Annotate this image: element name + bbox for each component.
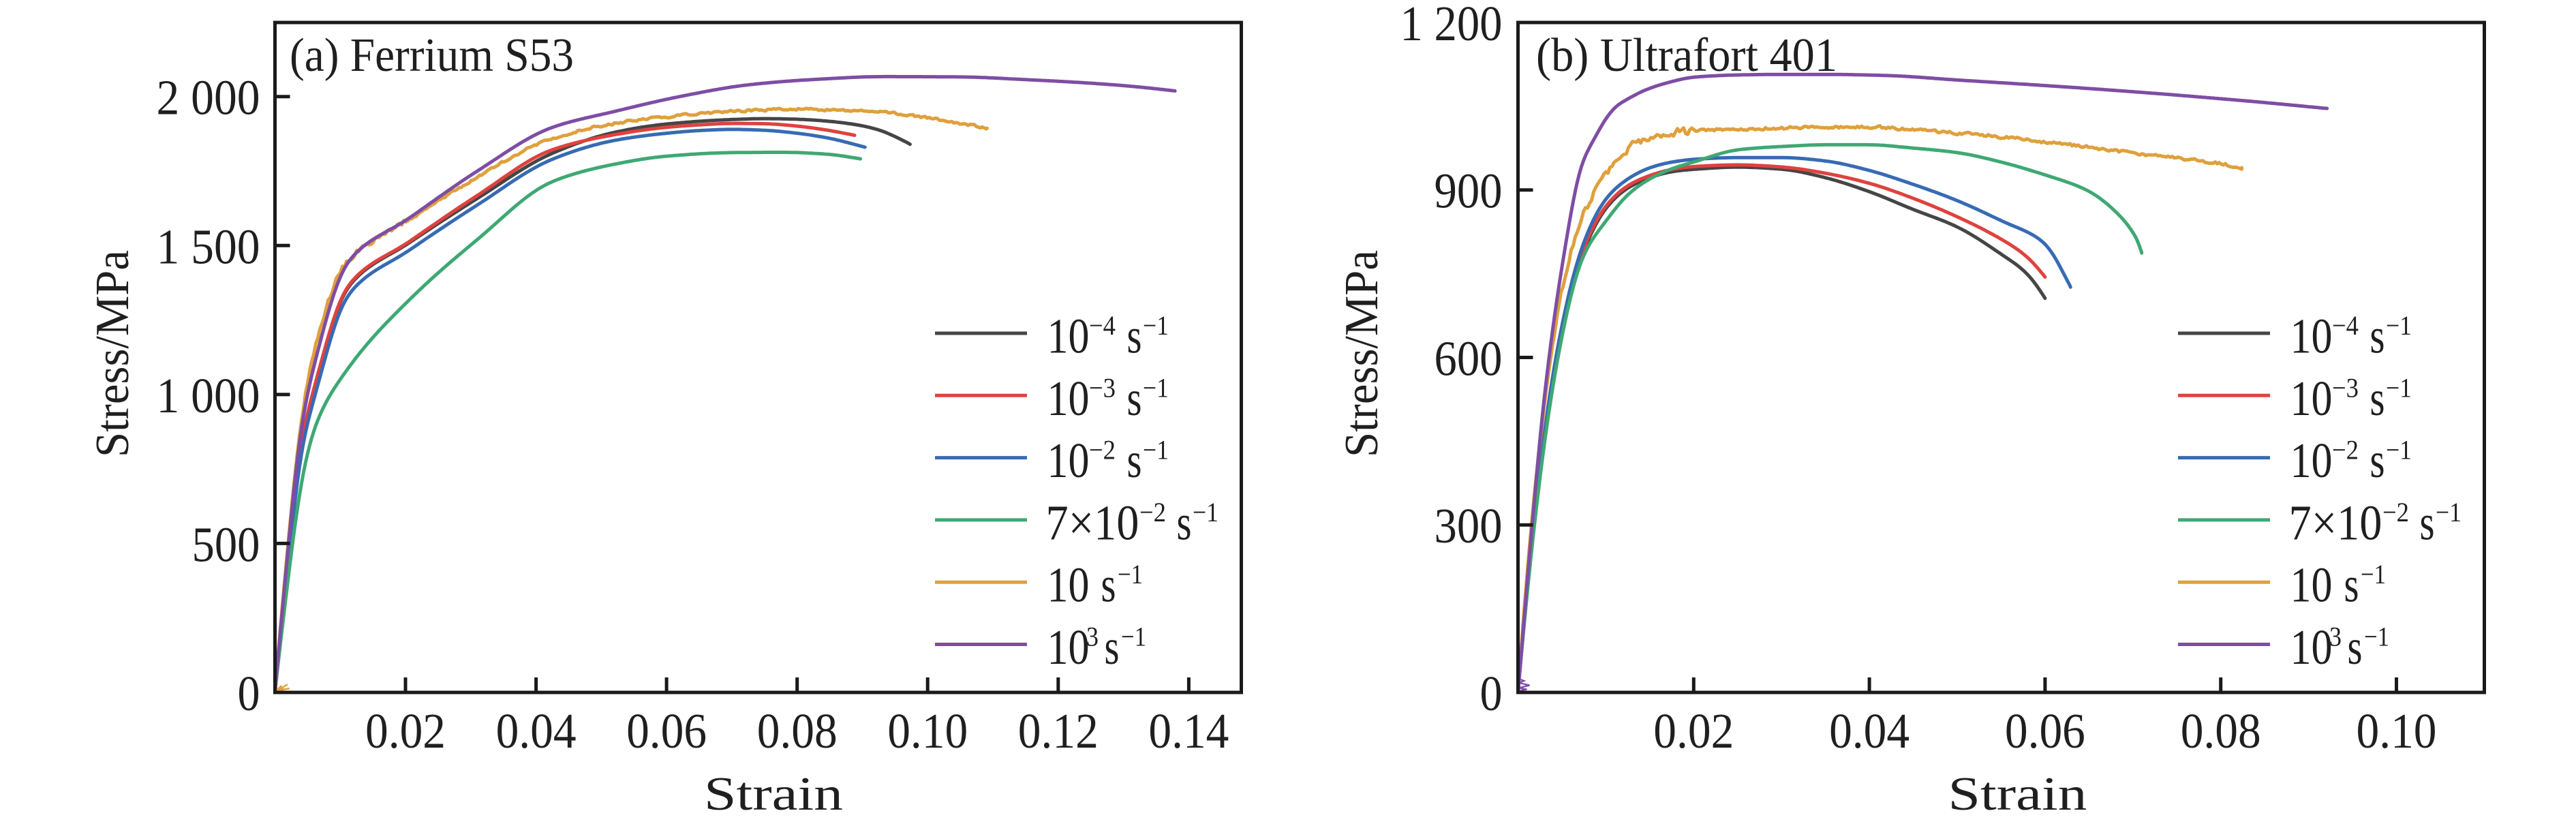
svg-text:s: s xyxy=(1127,309,1142,364)
svg-text:10: 10 xyxy=(2290,309,2333,364)
svg-text:1 000: 1 000 xyxy=(157,368,260,423)
svg-text:s: s xyxy=(1101,557,1116,613)
svg-text:3: 3 xyxy=(1086,622,1099,652)
svg-text:−1: −1 xyxy=(2386,435,2412,465)
svg-text:Strain: Strain xyxy=(1948,768,2087,821)
svg-text:3: 3 xyxy=(2329,622,2342,652)
svg-text:0.10: 0.10 xyxy=(2357,703,2437,759)
svg-text:0.06: 0.06 xyxy=(626,703,707,759)
svg-text:s: s xyxy=(1105,620,1120,675)
svg-text:0.04: 0.04 xyxy=(496,703,577,759)
svg-text:s: s xyxy=(2344,557,2359,613)
svg-text:0.12: 0.12 xyxy=(1018,703,1099,759)
svg-text:900: 900 xyxy=(1435,164,1503,219)
svg-text:s: s xyxy=(1177,495,1192,550)
svg-text:(a) Ferrium S53: (a) Ferrium S53 xyxy=(290,29,574,82)
svg-text:−1: −1 xyxy=(1143,310,1169,341)
svg-text:−4: −4 xyxy=(1089,310,1116,341)
svg-text:s: s xyxy=(2370,309,2385,364)
svg-text:10: 10 xyxy=(2290,620,2333,675)
svg-text:7×10: 7×10 xyxy=(1046,495,1139,550)
svg-text:−1: −1 xyxy=(2386,372,2412,403)
svg-text:7×10: 7×10 xyxy=(2289,495,2382,550)
svg-text:−2: −2 xyxy=(2332,435,2359,465)
svg-text:300: 300 xyxy=(1435,498,1503,553)
svg-text:0.04: 0.04 xyxy=(1829,703,1910,759)
svg-text:0.08: 0.08 xyxy=(757,703,838,759)
svg-text:s: s xyxy=(2348,620,2363,675)
svg-text:10: 10 xyxy=(2290,557,2333,613)
svg-text:10: 10 xyxy=(1047,557,1090,613)
svg-text:−2: −2 xyxy=(1089,435,1116,465)
svg-text:10: 10 xyxy=(1047,371,1090,426)
svg-text:10: 10 xyxy=(1047,309,1090,364)
svg-text:0.06: 0.06 xyxy=(2005,703,2085,759)
svg-text:Strain: Strain xyxy=(704,768,843,821)
svg-text:1 500: 1 500 xyxy=(157,219,260,274)
svg-text:−3: −3 xyxy=(2332,372,2359,403)
svg-text:0.02: 0.02 xyxy=(1653,703,1734,759)
svg-text:−1: −1 xyxy=(2364,622,2389,652)
svg-text:−1: −1 xyxy=(1143,435,1169,465)
svg-text:600: 600 xyxy=(1435,331,1503,386)
svg-text:(b) Ultrafort 401: (b) Ultrafort 401 xyxy=(1536,29,1837,82)
svg-text:−1: −1 xyxy=(2386,310,2412,341)
svg-text:−1: −1 xyxy=(1121,622,1146,652)
svg-text:Stress/MPa: Stress/MPa xyxy=(87,250,139,457)
svg-text:0.08: 0.08 xyxy=(2181,703,2261,759)
svg-text:0.02: 0.02 xyxy=(365,703,446,759)
svg-text:0: 0 xyxy=(238,666,260,721)
svg-text:0: 0 xyxy=(1480,666,1503,721)
svg-text:s: s xyxy=(2420,495,2435,550)
svg-text:10: 10 xyxy=(2290,371,2333,426)
svg-text:10: 10 xyxy=(1047,620,1090,675)
svg-text:0.14: 0.14 xyxy=(1148,703,1229,759)
svg-text:s: s xyxy=(2370,371,2385,426)
svg-text:s: s xyxy=(1127,371,1142,426)
svg-text:Stress/MPa: Stress/MPa xyxy=(1336,250,1388,457)
svg-text:500: 500 xyxy=(192,517,260,572)
svg-text:−2: −2 xyxy=(2382,497,2409,527)
svg-text:−1: −1 xyxy=(2361,559,2386,590)
svg-text:10: 10 xyxy=(1047,433,1090,488)
svg-text:−4: −4 xyxy=(2332,310,2359,341)
svg-text:−1: −1 xyxy=(2436,497,2462,527)
svg-text:−2: −2 xyxy=(1139,497,1166,527)
svg-text:1 200: 1 200 xyxy=(1400,0,1503,51)
svg-text:s: s xyxy=(1127,433,1142,488)
svg-text:−1: −1 xyxy=(1143,372,1169,403)
svg-text:2 000: 2 000 xyxy=(157,70,260,125)
svg-text:−1: −1 xyxy=(1118,559,1143,590)
svg-text:10: 10 xyxy=(2290,433,2333,488)
svg-text:0.10: 0.10 xyxy=(887,703,968,759)
svg-text:−1: −1 xyxy=(1193,497,1218,527)
svg-text:−3: −3 xyxy=(1089,372,1116,403)
svg-text:s: s xyxy=(2370,433,2385,488)
